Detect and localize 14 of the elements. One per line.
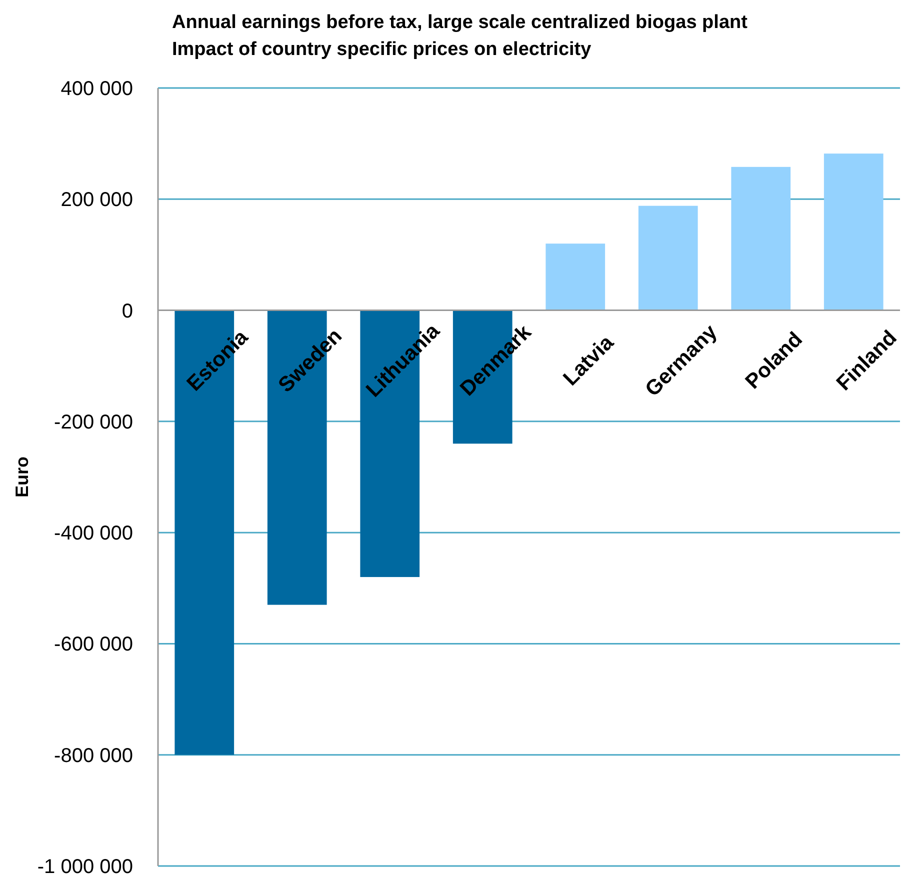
bar — [546, 244, 606, 310]
y-tick-label: 200 000 — [60, 189, 133, 212]
chart-title: Annual earnings before tax, large scale centralized biogas plant Impact of country specific prices on electricity — [172, 12, 748, 60]
bar — [824, 154, 884, 310]
bar — [731, 166, 791, 310]
y-tick-label: -600 000 — [54, 634, 133, 656]
bar — [638, 206, 698, 310]
y-tick-label: -800 000 — [54, 744, 133, 767]
y-tick-label: -200 000 — [54, 411, 133, 434]
y-tick-label: -400 000 — [54, 522, 133, 545]
y-axis-title: Euro — [12, 456, 32, 498]
y-tick-label: 400 000 — [60, 78, 133, 100]
y-tick-label: 0 — [122, 300, 133, 322]
y-tick-label: -1 000 000 — [37, 856, 133, 878]
